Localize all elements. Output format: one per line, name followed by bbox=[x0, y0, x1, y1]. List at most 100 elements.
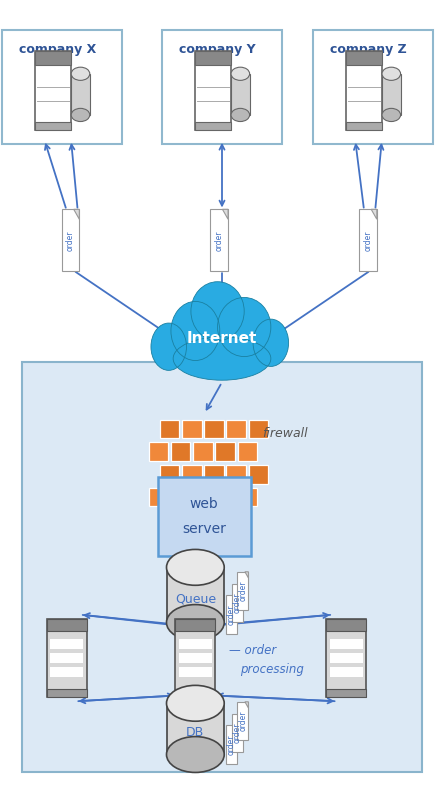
Bar bbox=[249, 420, 268, 438]
Ellipse shape bbox=[218, 298, 271, 357]
Bar bbox=[215, 488, 235, 507]
Text: order: order bbox=[215, 230, 224, 251]
Bar bbox=[350, 88, 378, 97]
Polygon shape bbox=[234, 726, 237, 731]
Polygon shape bbox=[245, 572, 248, 578]
Bar bbox=[62, 210, 79, 271]
Bar bbox=[179, 639, 212, 649]
Text: company X: company X bbox=[19, 43, 96, 56]
Text: order: order bbox=[238, 581, 247, 601]
Ellipse shape bbox=[382, 109, 400, 121]
FancyBboxPatch shape bbox=[158, 477, 251, 556]
Ellipse shape bbox=[382, 67, 400, 80]
Bar bbox=[226, 465, 246, 484]
Bar bbox=[326, 619, 366, 630]
Text: order: order bbox=[233, 593, 242, 613]
Bar bbox=[238, 572, 248, 610]
Bar bbox=[231, 74, 250, 115]
Bar bbox=[175, 690, 215, 697]
FancyBboxPatch shape bbox=[162, 29, 282, 143]
Bar bbox=[39, 74, 67, 83]
Ellipse shape bbox=[166, 549, 224, 585]
Ellipse shape bbox=[166, 604, 224, 641]
Bar bbox=[182, 420, 202, 438]
Bar bbox=[226, 596, 237, 634]
Bar bbox=[195, 51, 231, 130]
Bar bbox=[226, 420, 246, 438]
Bar bbox=[199, 102, 227, 111]
Text: server: server bbox=[182, 522, 226, 536]
Bar bbox=[346, 51, 382, 65]
Text: order: order bbox=[364, 230, 373, 251]
Bar bbox=[39, 102, 67, 111]
Bar bbox=[238, 442, 257, 461]
Ellipse shape bbox=[173, 337, 271, 381]
Ellipse shape bbox=[253, 319, 289, 366]
Bar bbox=[238, 702, 248, 740]
Text: firewall: firewall bbox=[262, 427, 308, 440]
Ellipse shape bbox=[166, 737, 224, 772]
Bar bbox=[171, 488, 190, 507]
Bar bbox=[330, 653, 363, 663]
Bar bbox=[195, 51, 231, 65]
Ellipse shape bbox=[71, 67, 90, 80]
Text: company Z: company Z bbox=[330, 43, 407, 56]
Bar bbox=[175, 619, 215, 630]
Bar bbox=[195, 122, 231, 130]
Bar bbox=[204, 420, 224, 438]
Bar bbox=[350, 102, 378, 111]
Bar bbox=[359, 210, 377, 271]
Bar bbox=[47, 619, 87, 630]
Ellipse shape bbox=[71, 109, 90, 121]
Text: Queue: Queue bbox=[175, 593, 216, 605]
Polygon shape bbox=[74, 210, 79, 219]
Bar bbox=[50, 667, 83, 677]
Bar bbox=[226, 726, 237, 764]
Text: DB: DB bbox=[186, 727, 205, 739]
Bar bbox=[210, 210, 228, 271]
Polygon shape bbox=[371, 210, 377, 219]
Bar bbox=[47, 690, 87, 697]
Text: order: order bbox=[227, 734, 236, 755]
Bar bbox=[350, 74, 378, 83]
Bar bbox=[330, 667, 363, 677]
Bar bbox=[232, 584, 242, 622]
Text: order: order bbox=[66, 230, 75, 251]
Polygon shape bbox=[234, 596, 237, 601]
Bar bbox=[50, 639, 83, 649]
Bar bbox=[232, 714, 242, 752]
Text: company Y: company Y bbox=[179, 43, 256, 56]
Ellipse shape bbox=[151, 323, 186, 370]
Bar bbox=[238, 488, 257, 507]
Bar bbox=[160, 465, 179, 484]
Bar bbox=[193, 442, 213, 461]
Ellipse shape bbox=[191, 282, 244, 340]
Text: order: order bbox=[238, 711, 247, 731]
Bar bbox=[160, 420, 179, 438]
Text: web: web bbox=[190, 496, 218, 511]
Text: processing: processing bbox=[240, 663, 304, 675]
Text: order: order bbox=[227, 604, 236, 625]
Bar bbox=[382, 74, 400, 115]
Ellipse shape bbox=[171, 302, 220, 361]
FancyBboxPatch shape bbox=[22, 362, 422, 772]
Polygon shape bbox=[245, 702, 248, 708]
Bar bbox=[182, 465, 202, 484]
FancyBboxPatch shape bbox=[2, 29, 122, 143]
Bar bbox=[36, 51, 71, 130]
Ellipse shape bbox=[166, 686, 224, 721]
Ellipse shape bbox=[231, 67, 250, 80]
Bar bbox=[330, 639, 363, 649]
Bar bbox=[326, 619, 366, 697]
Text: Internet: Internet bbox=[187, 331, 257, 347]
Bar bbox=[149, 442, 168, 461]
Bar bbox=[204, 465, 224, 484]
Bar bbox=[326, 690, 366, 697]
Bar bbox=[50, 653, 83, 663]
Bar bbox=[199, 74, 227, 83]
Bar bbox=[71, 74, 90, 115]
Bar bbox=[199, 88, 227, 97]
FancyBboxPatch shape bbox=[313, 29, 433, 143]
Bar bbox=[171, 442, 190, 461]
Bar bbox=[346, 122, 382, 130]
